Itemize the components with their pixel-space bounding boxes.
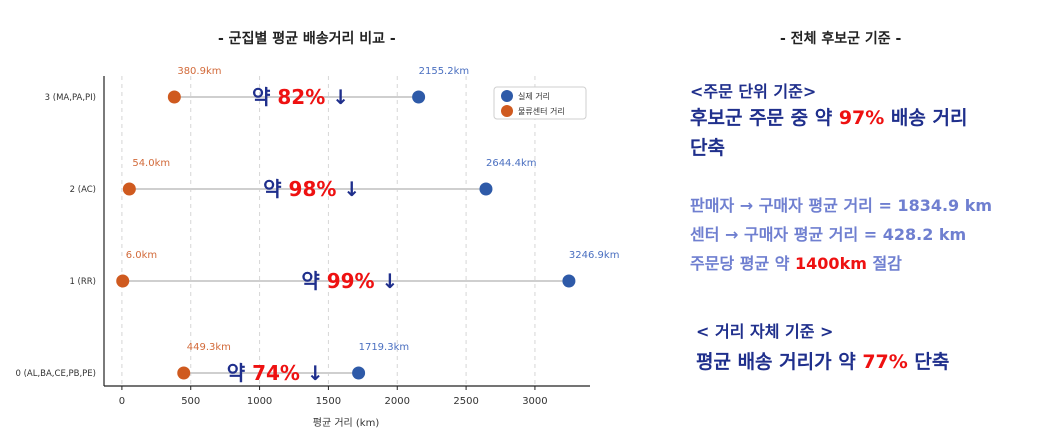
x-tick-label-3000: 3000 bbox=[522, 396, 547, 407]
value-label-actual-3: 2155.2km bbox=[419, 66, 470, 77]
reduction-arrow-3: ↓ bbox=[325, 85, 349, 109]
reduction-prefix-2: 약 bbox=[263, 177, 288, 201]
saving-stat: 주문당 평균 약 1400km 절감 bbox=[690, 250, 902, 274]
saving-stat-post: 절감 bbox=[866, 254, 902, 273]
seller-distance-stat: 판매자 → 구매자 평균 거리 = 1834.9 km bbox=[690, 196, 993, 215]
reduction-prefix-3: 약 bbox=[252, 85, 277, 109]
point-center-1 bbox=[116, 274, 130, 288]
distance-basis-line: 평균 배송 거리가 약 77% 단축 bbox=[696, 348, 949, 376]
legend-label-actual: 실제 거리 bbox=[518, 91, 550, 101]
legend-box bbox=[493, 86, 587, 120]
value-label-actual-2: 2644.4km bbox=[486, 158, 537, 169]
value-label-center-2: 54.0km bbox=[132, 158, 170, 169]
point-actual-1 bbox=[562, 274, 576, 288]
y-tick-label-1: 1 (RR) bbox=[69, 277, 96, 287]
value-label-actual-0: 1719.3km bbox=[359, 342, 410, 353]
value-label-center-0: 449.3km bbox=[187, 342, 231, 353]
reduction-value-2: 98% bbox=[289, 177, 337, 201]
reduction-arrow-1: ↓ bbox=[375, 269, 399, 293]
point-center-2 bbox=[122, 182, 136, 196]
point-actual-3 bbox=[412, 90, 426, 104]
order-basis-heading: <주문 단위 기준> bbox=[690, 82, 817, 101]
legend-marker-center bbox=[501, 105, 513, 117]
point-center-0 bbox=[177, 366, 191, 380]
reduction-label-3: 약 82% ↓ bbox=[252, 85, 349, 109]
order-basis-percent: 97% bbox=[838, 107, 885, 129]
saving-stat-km: 1400km bbox=[795, 254, 867, 273]
chart-section-title: - 군집별 평균 배송거리 비교 - bbox=[218, 31, 396, 47]
point-actual-0 bbox=[352, 366, 366, 380]
reduction-prefix-0: 약 bbox=[227, 361, 252, 385]
reduction-prefix-1: 약 bbox=[301, 269, 326, 293]
x-axis-label: 평균 거리 (km) bbox=[313, 417, 380, 429]
distance-basis-percent: 77% bbox=[862, 351, 908, 373]
reduction-value-3: 82% bbox=[277, 85, 325, 109]
order-basis-line1-pre: 후보군 주문 중 약 bbox=[690, 107, 839, 129]
chart-legend: 실제 거리 물류센터 거리 bbox=[493, 86, 587, 120]
reduction-value-0: 74% bbox=[252, 361, 300, 385]
reduction-label-1: 약 99% ↓ bbox=[301, 269, 398, 293]
legend-marker-actual bbox=[501, 90, 513, 102]
legend-label-center: 물류센터 거리 bbox=[518, 106, 565, 116]
x-tick-label-2500: 2500 bbox=[453, 396, 478, 407]
reduction-label-0: 약 74% ↓ bbox=[227, 361, 324, 385]
order-basis-line1: 후보군 주문 중 약 97% 배송 거리 bbox=[690, 104, 967, 132]
value-label-center-1: 6.0km bbox=[126, 250, 157, 261]
order-basis-line2: 단축 bbox=[690, 137, 725, 159]
saving-stat-pre: 주문당 평균 약 bbox=[690, 254, 796, 273]
reduction-arrow-2: ↓ bbox=[336, 177, 360, 201]
distance-basis-line-post: 단축 bbox=[907, 351, 950, 373]
summary-section-title: - 전체 후보군 기준 - bbox=[780, 31, 902, 47]
order-basis-line1-post: 배송 거리 bbox=[884, 107, 968, 129]
reduction-value-1: 99% bbox=[327, 269, 375, 293]
reduction-label-2: 약 98% ↓ bbox=[263, 177, 360, 201]
dumbbell-chart: 평균 거리 (km) 0 500 1000 1500 2000 2500 3000 3 (MA… bbox=[15, 66, 620, 429]
value-label-actual-1: 3246.9km bbox=[569, 250, 620, 261]
x-tick-label-1000: 1000 bbox=[247, 396, 272, 407]
value-label-center-3: 380.9km bbox=[177, 66, 221, 77]
y-tick-label-2: 2 (AC) bbox=[70, 185, 96, 195]
x-tick-label-1500: 1500 bbox=[316, 396, 341, 407]
reduction-arrow-0: ↓ bbox=[300, 361, 324, 385]
x-tick-label-0: 0 bbox=[119, 396, 125, 407]
x-tick-label-500: 500 bbox=[181, 396, 200, 407]
point-center-3 bbox=[167, 90, 181, 104]
distance-basis-heading: < 거리 자체 기준 > bbox=[696, 322, 834, 341]
y-tick-label-3: 3 (MA,PA,PI) bbox=[45, 93, 96, 103]
x-tick-label-2000: 2000 bbox=[385, 396, 410, 407]
y-tick-label-0: 0 (AL,BA,CE,PB,PE) bbox=[15, 369, 96, 379]
center-distance-stat: 센터 → 구매자 평균 거리 = 428.2 km bbox=[690, 225, 967, 244]
point-actual-2 bbox=[479, 182, 493, 196]
distance-basis-line-pre: 평균 배송 거리가 약 bbox=[696, 351, 863, 373]
